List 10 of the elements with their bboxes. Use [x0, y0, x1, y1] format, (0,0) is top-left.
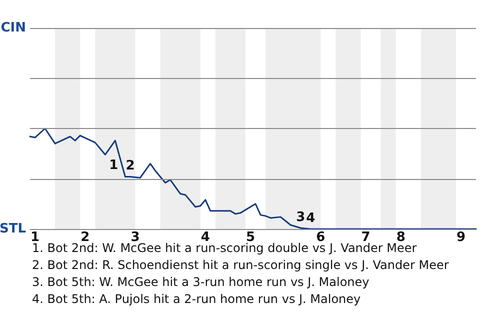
text: 4. Bot 5th: A. Pujols hit a 2-run home run vs J. Maloney: [32, 292, 361, 306]
text: 3. Bot 5th: W. McGee hit a 3-run home run vs J. Maloney: [32, 275, 370, 289]
annotation: 4: [306, 211, 316, 226]
annotation: 3: [296, 210, 306, 225]
ref-line-label: STL: [0, 222, 26, 236]
annotation: 1: [109, 158, 118, 174]
x-tick-label: 9: [456, 230, 466, 245]
text: 2. Bot 2nd: R. Schoendienst hit a run-scoring single vs J. Vander Meer: [32, 258, 449, 272]
ref-line-label: CIN: [0, 20, 26, 36]
annotation: 2: [126, 158, 135, 174]
